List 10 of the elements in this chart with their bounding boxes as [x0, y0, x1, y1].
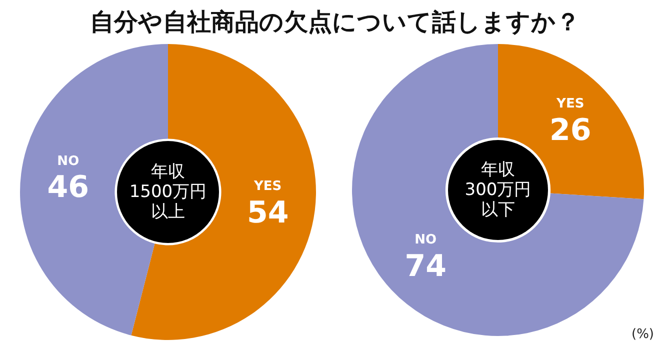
slice-label: YES — [253, 178, 282, 194]
data-label: 26 — [549, 112, 592, 148]
text: (%) — [632, 327, 654, 341]
data-label: 74 — [404, 248, 447, 284]
slice-label: NO — [414, 232, 437, 248]
data-label: 54 — [246, 195, 289, 230]
slice-label: YES — [556, 96, 584, 112]
chart-title: 自分や自社商品の欠点について話しますか？ — [89, 7, 581, 38]
data-label: 46 — [47, 170, 90, 206]
slice-label: NO — [57, 154, 80, 169]
